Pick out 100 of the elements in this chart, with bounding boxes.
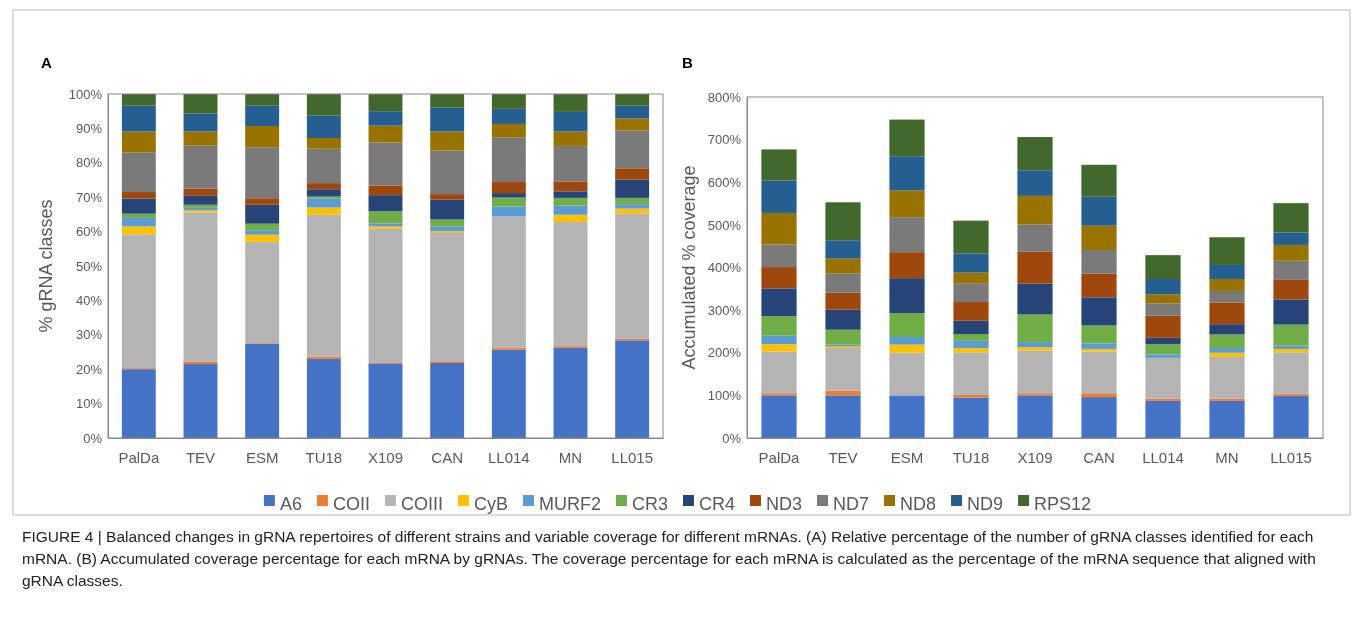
bar <box>491 182 526 194</box>
bar <box>121 217 156 227</box>
legend-label: MURF2 <box>538 493 601 514</box>
bar <box>889 119 925 157</box>
bar <box>1017 314 1053 343</box>
bar <box>953 334 989 341</box>
bar <box>889 395 925 438</box>
bar <box>953 283 989 303</box>
y-tick-label: 10% <box>75 396 103 412</box>
bar <box>306 138 341 149</box>
caption: FIGURE 4 | Balanced changes in gRNA repertoires of different strains and variable coverage for different mRNAs. (A) Relative percentage of the number of gRNA classes identified for each mRNA. (B) Accumulated coverage percentage for each mRNA by gRNAs. The coverage percentage for each mRNA is calculated as the percentage of the mRNA sequence that aligned with gRNA classes. <box>22 527 1317 591</box>
bar <box>553 181 588 192</box>
bar <box>430 232 465 362</box>
y-tick-label: 200% <box>707 345 742 361</box>
bar <box>491 193 526 198</box>
bar <box>491 137 526 183</box>
bar <box>761 180 797 213</box>
bar <box>183 94 218 114</box>
bar <box>121 234 156 369</box>
bar <box>1081 297 1117 326</box>
bar <box>1145 315 1181 338</box>
bar <box>1209 348 1245 353</box>
bar <box>1145 337 1181 345</box>
bar <box>1017 395 1053 438</box>
bar <box>761 351 797 394</box>
bar <box>553 205 588 215</box>
bar <box>825 292 861 310</box>
y-axis-title: Accumulated % coverage <box>679 165 699 370</box>
bar <box>1273 348 1309 353</box>
bar <box>430 94 465 108</box>
bar <box>1209 302 1245 325</box>
bar <box>1273 299 1309 325</box>
bar <box>761 149 797 181</box>
bar <box>953 272 989 284</box>
bar <box>430 194 465 200</box>
bar <box>245 223 280 231</box>
bar <box>430 150 465 195</box>
bar <box>953 348 989 353</box>
bar <box>1209 357 1245 399</box>
bar <box>1273 279 1309 300</box>
y-tick-label: 90% <box>75 121 103 137</box>
bar <box>306 148 341 184</box>
bar <box>430 131 465 151</box>
x-tick-label: MN <box>558 448 583 466</box>
bar <box>368 363 403 438</box>
bar <box>615 105 650 119</box>
x-tick-label: CAN <box>1083 448 1115 466</box>
bar <box>553 221 588 347</box>
x-tick-label: X109 <box>1017 448 1053 466</box>
bar <box>368 142 403 186</box>
bar <box>889 217 925 253</box>
bar <box>1209 237 1245 265</box>
bar <box>306 115 341 139</box>
legend-label: ND7 <box>833 493 870 514</box>
bar <box>121 198 156 214</box>
bar <box>889 156 925 191</box>
legend-label: ND8 <box>900 493 937 514</box>
bar <box>1209 400 1245 438</box>
bar <box>825 240 861 259</box>
bar <box>121 226 156 235</box>
y-tick-label: 400% <box>707 260 742 276</box>
bar <box>761 212 797 245</box>
y-tick-label: 20% <box>75 361 103 377</box>
bar <box>1273 232 1309 245</box>
bar <box>1209 264 1245 280</box>
bar <box>491 347 526 350</box>
bar <box>1081 250 1117 274</box>
bar <box>183 364 218 438</box>
x-tick-label: ESM <box>890 448 924 466</box>
bar <box>368 228 403 363</box>
bar <box>953 320 989 334</box>
bar <box>615 168 650 180</box>
bar <box>1081 343 1117 349</box>
x-tick-label: X109 <box>367 448 404 466</box>
bar <box>491 349 526 438</box>
bar <box>306 214 341 357</box>
legend-label: COIII <box>400 493 443 514</box>
bar <box>889 336 925 345</box>
y-tick-label: 60% <box>75 224 103 240</box>
bar <box>491 123 526 138</box>
bar <box>889 352 925 396</box>
bar <box>553 94 588 112</box>
bar <box>615 118 650 131</box>
legend-label: CR4 <box>698 493 735 514</box>
bar <box>825 202 861 241</box>
bar <box>1273 393 1309 396</box>
bar <box>761 344 797 352</box>
bar <box>1273 324 1309 346</box>
bar <box>183 195 218 205</box>
bar <box>553 111 588 132</box>
bar <box>825 258 861 274</box>
bar <box>491 216 526 348</box>
bar <box>1209 279 1245 291</box>
legend-label: A6 <box>279 493 302 514</box>
legend-label: CyB <box>473 493 508 514</box>
bar <box>430 107 465 132</box>
bar <box>1273 244 1309 261</box>
bar <box>430 226 465 232</box>
bar <box>1081 164 1117 197</box>
bar <box>953 397 989 438</box>
